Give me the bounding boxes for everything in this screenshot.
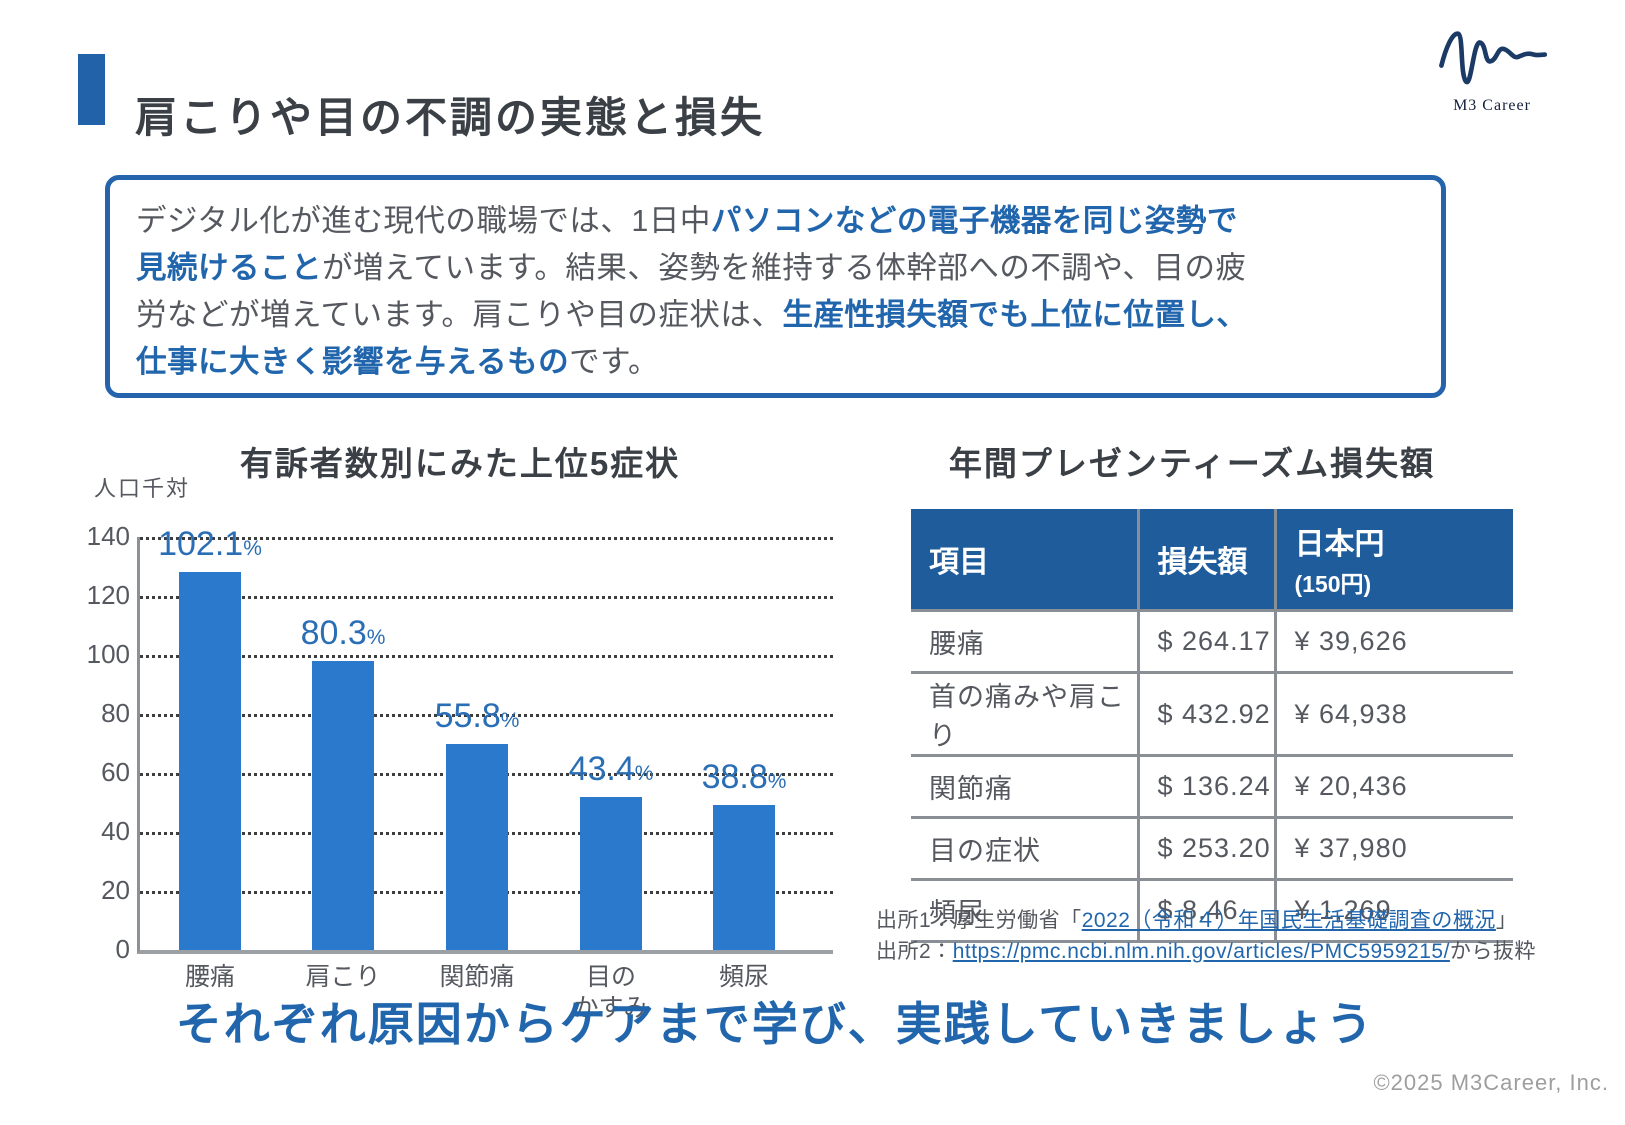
intro-box: デジタル化が進む現代の職場では、1日中パソコンなどの電子機器を同じ姿勢で 見続ける… <box>105 175 1446 398</box>
intro-emphasis-text: 仕事に大きく影響を与えるもの <box>136 345 570 379</box>
gridline-120 <box>140 596 833 599</box>
source1-link[interactable]: 2022（令和４）年国民生活基礎調査の概況 <box>1081 909 1496 932</box>
bar-data-label: 38.8% <box>649 758 839 797</box>
x-axis-label: 腰痛 <box>184 963 235 991</box>
source2-suffix: から抜粋 <box>1449 940 1536 963</box>
symptom-bar-chart: 有訴者数別にみた上位5症状 人口千対 140 120 100 80 60 40 20 0 102… <box>87 437 840 1022</box>
table-cell: 首の痛みや肩こり <box>911 672 1138 757</box>
chart-title: 有訴者数別にみた上位5症状 <box>239 445 681 482</box>
bar-data-value: 80.3 <box>300 613 367 652</box>
x-axis-label: 目の かすみ <box>573 963 649 1022</box>
y-tick-label: 0 <box>115 934 130 964</box>
table-cell: $ 432.92 <box>1136 672 1275 757</box>
intro-emphasis-text: パソコンなどの電子機器を同じ姿勢で <box>710 204 1238 238</box>
sources: 出所1：厚生労働省「2022（令和４）年国民生活基礎調査の概況」 出所2：htt… <box>876 905 1536 967</box>
bar-data-label: 55.8% <box>382 697 572 736</box>
intro-text: 労などが増えています。肩こりや目の症状は、 <box>136 298 783 332</box>
table-cell: 関節痛 <box>911 755 1138 819</box>
table-header-row: 項目 損失額 日本円 (150円) <box>911 509 1513 612</box>
table-row: 腰痛 $ 264.17 ¥ 39,626 <box>911 610 1513 674</box>
percent-suffix: % <box>366 625 386 649</box>
table-cell: ¥ 20,436 <box>1273 755 1513 819</box>
chart-y-axis-unit: 人口千対 <box>94 476 191 501</box>
intro-line: 仕事に大きく影響を与えるものです。 <box>136 339 1415 386</box>
percent-suffix: % <box>634 761 654 785</box>
bar-3 <box>446 743 508 950</box>
bar-data-value: 102.1 <box>158 525 244 564</box>
source2-link[interactable]: https://pmc.ncbi.nlm.nih.gov/articles/PM… <box>952 940 1450 963</box>
m3-career-logo: M3 Career <box>1432 28 1552 115</box>
table-row: 首の痛みや肩こり $ 432.92 ¥ 64,938 <box>911 672 1513 757</box>
bar-5 <box>713 805 775 950</box>
table-header-cell: 日本円 (150円) <box>1273 509 1513 612</box>
copyright: ©2025 M3Career, Inc. <box>1373 1070 1609 1095</box>
y-tick-label: 120 <box>86 580 130 610</box>
table-cell: 目の症状 <box>911 817 1138 881</box>
intro-text: です。 <box>569 345 660 379</box>
percent-suffix: % <box>767 770 787 794</box>
gridline-80 <box>140 714 833 717</box>
y-tick-label: 140 <box>86 521 130 551</box>
table-cell: ¥ 64,938 <box>1273 672 1513 757</box>
table-cell: ¥ 39,626 <box>1273 610 1513 674</box>
intro-text: が増えています。結果、姿勢を維持する体幹部への不調や、目の疲 <box>322 251 1247 285</box>
table-cell: ¥ 1,269 <box>1273 879 1513 943</box>
y-tick-label: 80 <box>101 698 130 728</box>
logo-text: M3 Career <box>1453 97 1531 114</box>
intro-emphasis-text: 見続けること <box>136 251 322 285</box>
table-body: 腰痛 $ 264.17 ¥ 39,626 首の痛みや肩こり $ 432.92 ¥ 64,9… <box>911 610 1513 943</box>
table-header-subtext: (150円) <box>1294 571 1372 597</box>
table-row: 関節痛 $ 136.24 ¥ 20,436 <box>911 755 1513 819</box>
y-tick-label: 20 <box>101 875 130 905</box>
bar-1 <box>179 572 241 950</box>
source2-prefix: 出所2： <box>876 940 953 963</box>
presenteeism-table: 項目 損失額 日本円 (150円) 腰痛 $ 264.17 ¥ 39,626 首の痛みや肩こ… <box>911 509 1513 943</box>
table-cell: 腰痛 <box>911 610 1138 674</box>
table-header-cell: 項目 <box>911 509 1138 612</box>
intro-text: デジタル化が進む現代の職場では、1日中 <box>136 204 711 238</box>
x-axis-label: 肩こり <box>305 963 381 991</box>
intro-line: 見続けることが増えています。結果、姿勢を維持する体幹部への不調や、目の疲 <box>136 245 1415 292</box>
table-row: 目の症状 $ 253.20 ¥ 37,980 <box>911 817 1513 881</box>
source-line-1: 出所1：厚生労働省「2022（令和４）年国民生活基礎調査の概況」 <box>876 905 1536 936</box>
table-cell: $ 264.17 <box>1136 610 1275 674</box>
title-accent-bar <box>78 54 105 125</box>
percent-suffix: % <box>500 708 520 732</box>
table-cell: 頻尿 <box>911 879 1138 943</box>
bar-data-value: 55.8 <box>434 696 501 735</box>
x-axis-label: 頻尿 <box>718 963 769 991</box>
bar-data-value: 43.4 <box>568 749 635 788</box>
gridline-100 <box>140 655 833 658</box>
table-title: 年間プレゼンティーズム損失額 <box>948 445 1436 482</box>
table-cell: $ 136.24 <box>1136 755 1275 819</box>
percent-suffix: % <box>243 537 262 561</box>
bar-data-value: 38.8 <box>701 758 768 797</box>
intro-emphasis-text: 生産性損失額でも上位に位置し、 <box>782 298 1248 332</box>
y-tick-label: 60 <box>101 757 130 787</box>
table-header-cell: 損失額 <box>1136 509 1275 612</box>
gridline-140 <box>140 537 833 540</box>
chart-plot: 140 120 100 80 60 40 20 0 102.1% 腰痛 80.3% 肩こり 55.8% 関… <box>87 521 833 1022</box>
x-axis-label: 関節痛 <box>439 963 515 991</box>
y-tick-label: 100 <box>86 639 130 669</box>
bar-2 <box>312 660 374 950</box>
y-tick-label: 40 <box>101 816 130 846</box>
source-line-2: 出所2：https://pmc.ncbi.nlm.nih.gov/article… <box>876 936 1536 967</box>
table-cell: ¥ 37,980 <box>1273 817 1513 881</box>
source1-suffix: 」 <box>1495 909 1518 932</box>
bar-4 <box>580 796 642 950</box>
bar-data-label: 43.4% <box>516 750 706 789</box>
source1-prefix: 出所1：厚生労働省「 <box>876 909 1082 932</box>
table-cell: $ 253.20 <box>1136 817 1275 881</box>
bar-data-label: 80.3% <box>248 614 438 653</box>
table-cell: $ 8.46 <box>1136 879 1275 943</box>
heartbeat-scribble-icon <box>1439 31 1548 85</box>
intro-line: デジタル化が進む現代の職場では、1日中パソコンなどの電子機器を同じ姿勢で <box>136 198 1415 245</box>
page-title: 肩こりや目の不調の実態と損失 <box>135 94 766 142</box>
bar-data-label: 102.1% <box>115 525 305 564</box>
intro-line: 労などが増えています。肩こりや目の症状は、生産性損失額でも上位に位置し、 <box>136 292 1415 339</box>
bottom-headline: それぞれ原因からケアまで学び、実践していきましょう <box>175 998 1375 1050</box>
table-row: 頻尿 $ 8.46 ¥ 1,269 <box>911 879 1513 943</box>
